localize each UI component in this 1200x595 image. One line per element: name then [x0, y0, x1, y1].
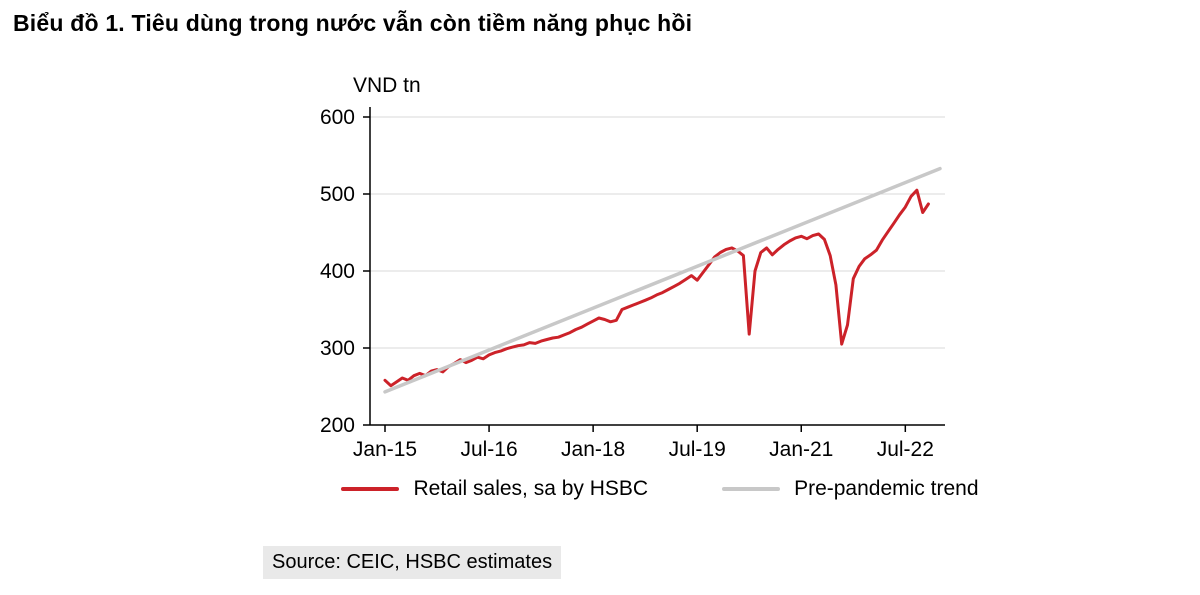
- legend-item-trend: Pre-pandemic trend: [722, 477, 979, 501]
- x-tick-label: Jan-18: [561, 438, 625, 461]
- y-tick-label: 600: [320, 106, 355, 129]
- source-note: Source: CEIC, HSBC estimates: [263, 546, 562, 579]
- series-line-0: [383, 188, 930, 388]
- x-tick-label: Jan-21: [769, 438, 833, 461]
- retail-sales-line-sample: [341, 487, 400, 491]
- trend-line-sample: [722, 487, 781, 491]
- legend-item-retail-sales: Retail sales, sa by HSBC: [341, 477, 648, 501]
- x-tick-label: Jan-15: [353, 438, 417, 461]
- y-axis-title: VND tn: [353, 74, 421, 97]
- legend: Retail sales, sa by HSBC Pre-pandemic tr…: [300, 477, 1020, 501]
- legend-label-trend: Pre-pandemic trend: [794, 477, 979, 500]
- series-line-1: [383, 166, 942, 394]
- y-tick-label: 500: [320, 183, 355, 206]
- x-tick-label: Jul-22: [877, 438, 934, 461]
- y-tick-label: 200: [320, 414, 355, 437]
- y-tick-label: 400: [320, 260, 355, 283]
- x-tick-label: Jul-19: [669, 438, 726, 461]
- page-title: Biểu đồ 1. Tiêu dùng trong nước vẫn còn …: [13, 10, 693, 36]
- legend-label-retail-sales: Retail sales, sa by HSBC: [413, 477, 649, 500]
- x-tick-label: Jul-16: [460, 438, 517, 461]
- y-tick-label: 300: [320, 337, 355, 360]
